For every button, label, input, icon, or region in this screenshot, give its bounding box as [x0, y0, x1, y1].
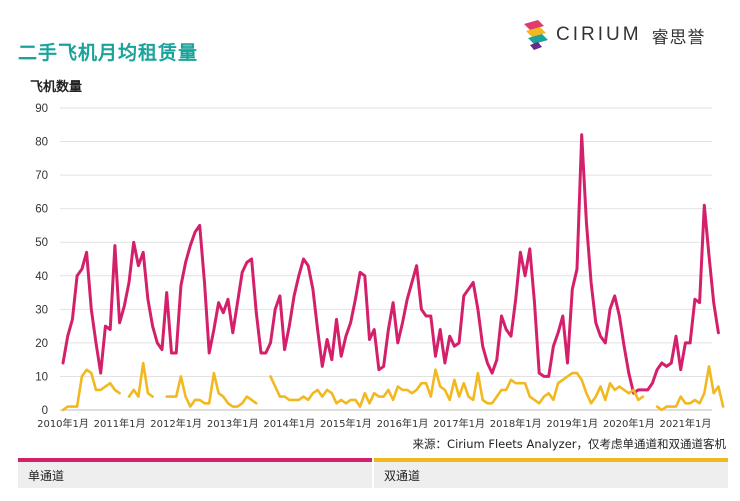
legend-twin-aisle-swatch [374, 458, 728, 462]
x-axis-ticks: 2010年1月 2011年1月 2012年1月 2013年1月 2014年1月 2015年… [37, 417, 711, 430]
gridlines [60, 107, 712, 411]
y-tick-label: 20 [35, 338, 48, 350]
y-tick-label: 50 [35, 237, 48, 249]
y-tick-label: 30 [35, 304, 48, 316]
logo-chinese-text: 睿思誉 [651, 27, 706, 48]
legend-single-aisle: 单通道 [18, 458, 372, 488]
x-tick-label: 2016年1月 [377, 417, 429, 430]
x-tick-label: 2013年1月 [207, 417, 259, 430]
y-tick-label: 10 [35, 371, 48, 383]
y-axis-label: 飞机数量 [30, 80, 83, 95]
x-tick-label: 2019年1月 [546, 417, 598, 430]
legend-twin-aisle-label: 双通道 [384, 469, 421, 483]
x-tick-label: 2012年1月 [150, 417, 202, 430]
logo-brand-text: CIRIUM [556, 24, 642, 45]
legend-twin-aisle: 双通道 [374, 458, 728, 488]
legend-single-aisle-swatch [18, 458, 372, 462]
x-tick-label: 2014年1月 [263, 417, 315, 430]
y-axis-ticks: 0 10 20 30 40 50 60 70 80 90 [35, 103, 48, 417]
cirium-logo-icon [524, 20, 548, 50]
y-tick-label: 60 [35, 204, 48, 216]
chart-title: 二手飞机月均租赁量 [18, 42, 199, 64]
legend-single-aisle-label: 单通道 [28, 469, 65, 483]
x-tick-label: 2020年1月 [603, 417, 655, 430]
series-line-single-aisle [61, 133, 720, 395]
y-tick-label: 70 [35, 170, 48, 182]
y-tick-label: 0 [42, 405, 48, 417]
series-lines [61, 133, 725, 412]
x-tick-label: 2017年1月 [433, 417, 485, 430]
source-note: 来源：Cirium Fleets Analyzer，仅考虑单通道和双通道客机 [412, 437, 726, 451]
cirium-logo: CIRIUM 睿思誉 [522, 18, 722, 52]
x-tick-label: 2021年1月 [660, 417, 712, 430]
x-tick-label: 2015年1月 [320, 417, 372, 430]
x-tick-label: 2018年1月 [490, 417, 542, 430]
x-tick-label: 2011年1月 [94, 417, 146, 430]
series-line-twin-aisle [61, 361, 725, 412]
y-tick-label: 40 [35, 271, 48, 283]
x-tick-label: 2010年1月 [37, 417, 89, 430]
y-tick-label: 90 [35, 103, 48, 115]
y-tick-label: 80 [35, 137, 48, 149]
